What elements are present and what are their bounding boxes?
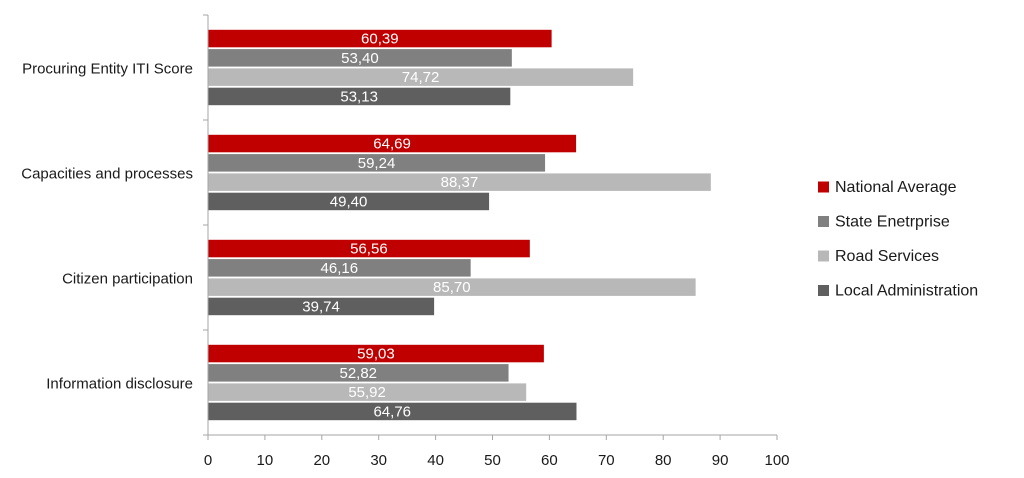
bar [208,192,490,211]
bar-value-label: 53,13 [340,88,378,105]
legend-swatch [818,285,829,296]
category-label: Information disclosure [46,375,193,392]
bar [208,87,511,106]
x-tick-label: 90 [712,452,729,469]
x-tick-label: 30 [370,452,387,469]
legend-label: State Enetrprise [835,214,950,231]
category-label: Citizen participation [62,270,193,287]
bar-value-label: 53,40 [341,50,379,67]
x-tick-label: 40 [427,452,444,469]
bar [208,402,577,421]
bars: 60,39 53,40 74,72 53,13 64,69 59,24 88,37 49,40… [208,29,711,421]
bar [208,259,471,277]
x-tick-label: 60 [541,452,558,469]
x-tick-label: 100 [764,452,789,469]
bar-value-label: 85,70 [433,279,471,296]
bar-value-label: 46,16 [321,260,359,277]
x-tick-label: 10 [257,452,274,469]
legend-label: Local Administration [835,283,978,300]
bar-value-label: 52,82 [339,365,377,382]
bar-value-label: 64,76 [373,403,411,420]
x-tick-label: 80 [655,452,672,469]
x-tick-label: 70 [598,452,615,469]
bar-value-label: 49,40 [330,193,368,210]
x-tick-label: 20 [313,452,330,469]
category-label: Procuring Entity ITI Score [22,60,193,77]
bar [208,29,552,48]
legend-swatch [818,181,829,193]
category-labels: Procuring Entity ITI Score Capacities and… [21,60,193,392]
bar [208,297,435,316]
legend: National Average State Enetrprise Road Ser… [818,179,978,300]
bar-value-label: 88,37 [441,174,479,191]
bar [208,173,711,191]
x-ticks: 0 10 20 30 40 50 60 70 80 90 100 [204,435,790,469]
x-tick-label: 50 [484,452,501,469]
bar-value-label: 39,74 [302,298,340,315]
bar [208,68,634,86]
category-label: Capacities and processes [21,165,193,182]
bar [208,154,546,172]
bar [208,344,544,363]
bar-value-label: 64,69 [373,136,411,153]
bar [208,364,509,382]
bar-value-label: 59,24 [358,155,396,172]
bar-value-label: 56,56 [350,241,388,258]
legend-swatch [818,250,829,262]
bar [208,49,512,67]
bar [208,383,527,401]
bar-value-label: 74,72 [402,69,440,86]
bar-value-label: 59,03 [357,346,395,363]
x-tick-label: 0 [204,452,212,469]
legend-swatch [818,216,829,227]
bar [208,278,696,296]
bar [208,239,530,258]
legend-label: Road Services [835,248,939,265]
bar-value-label: 55,92 [348,384,386,401]
bar-value-label: 60,39 [361,31,399,48]
legend-label: National Average [835,179,957,196]
bar [208,134,577,153]
